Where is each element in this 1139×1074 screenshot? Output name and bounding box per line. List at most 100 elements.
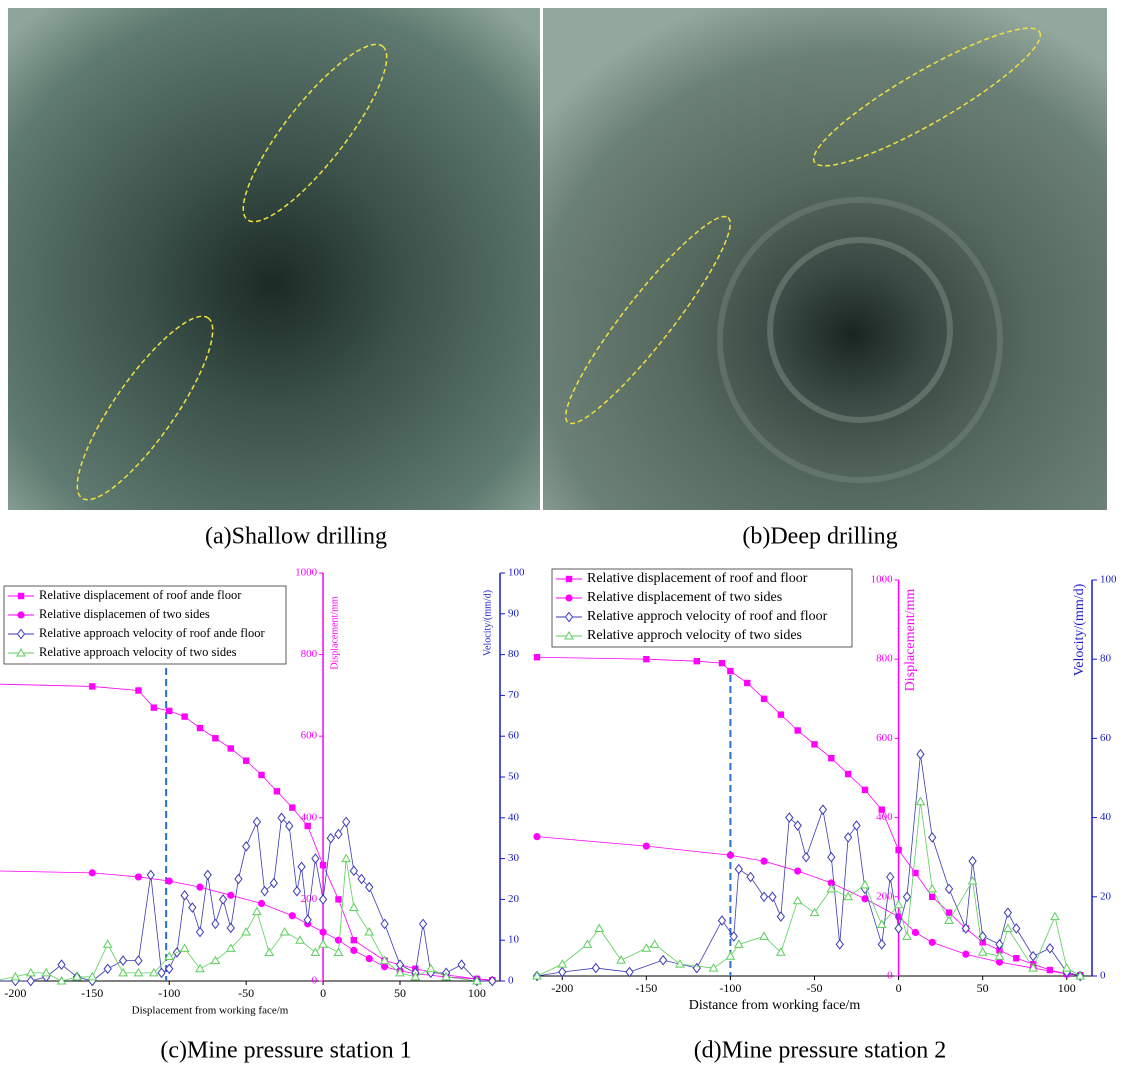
marker [861, 786, 869, 794]
y-tick-label: 0 [887, 970, 893, 982]
marker [1046, 966, 1054, 974]
marker [843, 891, 853, 901]
marker [319, 928, 327, 936]
marker [828, 755, 835, 762]
marker [565, 594, 573, 602]
marker [944, 883, 954, 895]
marker [135, 687, 142, 694]
series-line [0, 683, 493, 981]
marker [334, 828, 343, 840]
marker [558, 966, 567, 978]
marker [285, 820, 294, 832]
marker [289, 804, 296, 811]
marker [1012, 923, 1021, 934]
marker [16, 647, 26, 657]
legend-label: Relative displacement of two sides [587, 590, 782, 605]
chart-caption: (c)Mine pressure station 1 [160, 1038, 411, 1064]
marker [1003, 923, 1013, 932]
marker [89, 683, 96, 690]
marker [1050, 911, 1060, 921]
marker [912, 869, 919, 877]
marker [759, 931, 769, 940]
x-tick-label: -100 [719, 981, 741, 995]
marker [188, 902, 197, 913]
y-tick-label: 0 [312, 975, 318, 987]
marker [826, 883, 837, 893]
marker [348, 902, 359, 912]
marker [357, 873, 366, 885]
y-axis-label: Displacement/mm [329, 596, 340, 670]
marker [746, 871, 755, 883]
marker [211, 918, 220, 930]
y2-tick-label: 80 [1100, 653, 1112, 665]
marker [318, 894, 328, 905]
marker [944, 915, 954, 925]
y-axis-label: Displacement/mm [903, 589, 918, 692]
marker [118, 967, 128, 977]
x-axis-label: Displacement from working face/m [132, 1005, 289, 1017]
marker [350, 946, 358, 955]
marker [533, 833, 541, 841]
series-line [0, 870, 493, 981]
marker [776, 947, 786, 956]
y2-tick-label: 30 [508, 852, 520, 864]
marker [1013, 954, 1020, 962]
x-tick-label: -200 [4, 986, 26, 1000]
marker [768, 891, 777, 903]
marker [25, 967, 36, 977]
marker [895, 846, 902, 854]
y-tick-label: 200 [876, 890, 893, 902]
marker [793, 820, 802, 831]
marker [852, 820, 861, 831]
marker [811, 741, 818, 748]
marker [916, 748, 925, 760]
marker [488, 975, 497, 987]
marker [88, 869, 96, 877]
marker [241, 927, 252, 936]
marker [564, 611, 574, 623]
x-tick-label: 100 [468, 986, 486, 1000]
marker [759, 891, 769, 903]
y-tick-label: 600 [876, 732, 893, 744]
marker [157, 967, 166, 979]
marker [994, 951, 1005, 960]
marker [818, 804, 828, 815]
marker [234, 873, 243, 885]
marker [1061, 963, 1072, 972]
marker [995, 958, 1004, 966]
marker [297, 861, 306, 873]
y2-axis-label: Velocity/(mm/d) [482, 590, 493, 656]
marker [72, 971, 82, 981]
marker [279, 927, 290, 936]
marker [227, 891, 235, 899]
caption: (a)Shallow drilling [205, 524, 387, 550]
marker [56, 975, 67, 985]
marker [928, 832, 937, 843]
marker [979, 939, 986, 946]
marker [945, 909, 953, 916]
x-tick-label: 50 [394, 986, 406, 1000]
legend-label: Relative approch velocity of two sides [587, 628, 802, 643]
marker [893, 899, 904, 909]
marker [102, 939, 113, 948]
x-tick-label: -150 [635, 981, 657, 995]
marker [777, 711, 785, 718]
marker [877, 939, 886, 950]
marker [616, 955, 626, 964]
marker [258, 771, 265, 779]
x-axis-label: Distance from working face/m [689, 998, 861, 1013]
marker [675, 959, 685, 968]
series-line [536, 656, 1081, 976]
marker [133, 967, 144, 977]
marker [968, 855, 977, 867]
marker [894, 923, 903, 934]
y2-tick-label: 100 [1100, 574, 1117, 586]
marker [876, 919, 887, 929]
marker [333, 947, 344, 956]
marker [565, 575, 573, 583]
marker [827, 879, 835, 887]
marker [1028, 963, 1039, 972]
marker [87, 971, 98, 981]
marker [693, 657, 700, 665]
marker [861, 895, 869, 903]
